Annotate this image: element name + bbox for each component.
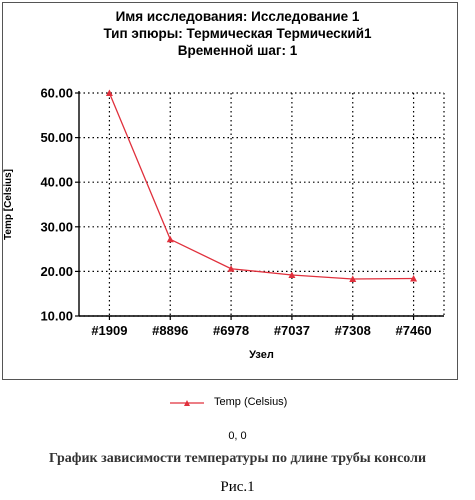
y-tick-label: 30.00 xyxy=(40,219,73,234)
figure-caption: График зависимости температуры по длине … xyxy=(0,451,475,467)
data-point xyxy=(167,236,174,243)
x-axis-label: Узел xyxy=(249,349,274,361)
series-line xyxy=(109,93,413,279)
y-tick-label: 50.00 xyxy=(40,130,73,145)
x-tick-label: #7308 xyxy=(335,323,371,338)
x-tick-label: #1909 xyxy=(91,323,127,338)
x-tick-label: #7460 xyxy=(396,323,432,338)
y-tick-label: 40.00 xyxy=(40,175,73,190)
legend-label: Temp (Celsius) xyxy=(214,396,287,408)
figure-number: Рис.1 xyxy=(0,479,475,496)
x-tick-label: #8896 xyxy=(152,323,188,338)
legend-swatch xyxy=(170,396,204,408)
y-tick-label: 10.00 xyxy=(40,309,73,324)
y-axis-label: Temp [Celsius] xyxy=(3,169,14,240)
x-tick-label: #6978 xyxy=(213,323,249,338)
line-chart: 10.00 20.00 30.00 40.00 50.00 60.00 #1909 #8896… xyxy=(0,0,475,390)
legend: Temp (Celsius) xyxy=(170,394,287,410)
y-tick-label: 60.00 xyxy=(40,86,73,101)
y-tick-label: 20.00 xyxy=(40,264,73,279)
cursor-coordinates: 0, 0 xyxy=(0,430,475,442)
x-tick-label: #7037 xyxy=(274,323,310,338)
